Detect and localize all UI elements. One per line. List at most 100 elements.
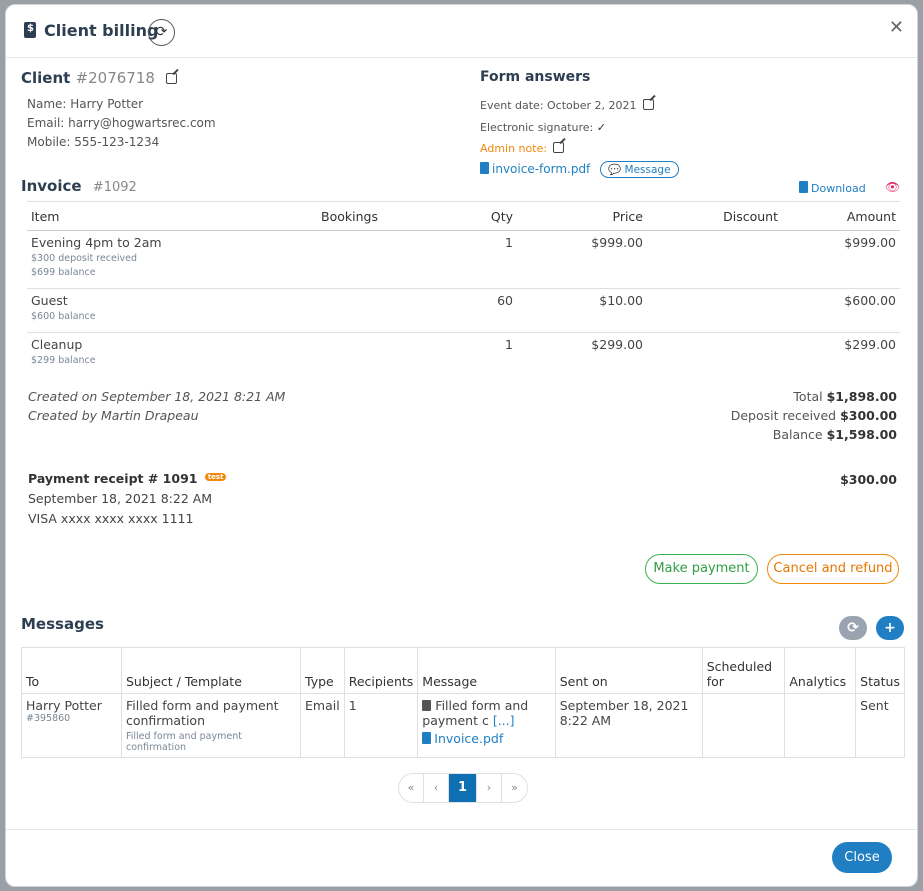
pdf-icon	[480, 162, 489, 174]
admin-note-label: Admin note:	[480, 142, 548, 155]
qty-cell: 1	[505, 337, 513, 352]
document-icon	[422, 700, 432, 711]
page-prev-button[interactable]: ‹	[424, 774, 449, 802]
download-pdf-icon	[799, 181, 808, 193]
bookings-cell	[317, 288, 437, 333]
message-button-label: Message	[624, 164, 671, 176]
discount-cell	[647, 288, 782, 333]
amount-cell: $299.00	[844, 337, 896, 352]
form-file-link[interactable]: invoice-form.pdf	[492, 162, 591, 176]
page-next-button[interactable]: ›	[477, 774, 502, 802]
deposit-value: $300.00	[840, 408, 897, 423]
page-first-button[interactable]: «	[399, 774, 424, 802]
test-badge: test	[204, 473, 227, 481]
item-note: $300 deposit received	[31, 253, 137, 264]
recipients-cell: 1	[343, 693, 419, 758]
close-icon[interactable]: ✕	[888, 17, 904, 38]
page-current-button[interactable]: 1	[449, 774, 477, 802]
download-link[interactable]: Download	[799, 181, 866, 195]
cancel-refund-button[interactable]: Cancel and refund	[767, 554, 899, 584]
table-row: Harry Potter #395860 Filled form and pay…	[21, 693, 905, 758]
item-cell: Cleanup $299 balance	[27, 333, 317, 377]
qty-cell: 1	[437, 230, 517, 289]
form-file-row: invoice-form.pdf 💬 Message	[480, 161, 679, 178]
col-price: Price	[517, 201, 647, 231]
refresh-messages-icon[interactable]: ⟳	[839, 616, 867, 640]
client-billing-modal: Client billing ⟳ ✕ Client #2076718 Name:…	[5, 4, 918, 887]
receipt-amount: $300.00	[840, 472, 897, 487]
col-qty: Qty	[437, 201, 517, 231]
item-note: $699 balance	[31, 267, 96, 278]
type-cell: Email	[300, 693, 345, 758]
signature-row: Electronic signature: ✓	[480, 121, 606, 134]
qty-cell: 60	[437, 288, 517, 333]
invoice-label: Invoice	[21, 177, 82, 195]
to-cell: Harry Potter #395860	[21, 693, 122, 758]
refresh-icon[interactable]: ⟳	[148, 19, 175, 46]
messages-heading: Messages	[21, 615, 104, 633]
message-preview: Filled form and payment c	[422, 698, 529, 728]
col-analytics: Analytics	[784, 647, 857, 694]
item-note: $299 balance	[31, 355, 96, 366]
invoice-header-row: Item Bookings Qty Price Discount Amount	[27, 201, 900, 231]
client-email: Email: harry@hogwartsrec.com	[27, 116, 216, 130]
col-amount: Amount	[782, 201, 900, 231]
item-cell: Guest $600 balance	[27, 288, 317, 333]
bookings-cell	[317, 230, 437, 289]
item-note: $600 balance	[31, 311, 96, 322]
event-date: Event date: October 2, 2021	[480, 99, 637, 112]
add-message-icon[interactable]: +	[876, 616, 904, 640]
price-cell: $999.00	[517, 230, 647, 289]
item-name: Guest	[31, 293, 68, 308]
page-last-button[interactable]: »	[511, 781, 518, 794]
col-to: To	[21, 647, 122, 694]
form-answers-heading: Form answers	[480, 69, 591, 85]
close-button[interactable]: Close	[832, 842, 892, 873]
scheduled-cell	[701, 693, 786, 758]
event-date-row: Event date: October 2, 2021	[480, 99, 654, 112]
balance-label: Balance	[772, 427, 823, 442]
pagination: « ‹ 1 › »	[398, 773, 528, 803]
preview-eye-icon[interactable]: 👁	[885, 180, 901, 194]
price-cell: $299.00	[591, 337, 643, 352]
col-message: Message	[417, 647, 556, 694]
table-row: Cleanup $299 balance 1 $299.00 $299.00	[27, 333, 900, 377]
invoice-table: Item Bookings Qty Price Discount Amount …	[27, 201, 900, 377]
col-sent: Sent on	[554, 647, 703, 694]
created-by: Created by Martin Drapeau	[28, 408, 199, 423]
table-row: Evening 4pm to 2am $300 deposit received…	[27, 230, 900, 289]
edit-client-icon[interactable]	[166, 73, 178, 84]
modal-footer	[6, 829, 917, 830]
check-icon: ✓	[596, 121, 606, 134]
col-recipients: Recipients	[343, 647, 419, 694]
item-name: Cleanup	[31, 337, 83, 352]
receipt-date: September 18, 2021 8:22 AM	[28, 491, 213, 506]
col-type: Type	[300, 647, 345, 694]
receipt-title-row: Payment receipt # 1091 test	[28, 471, 227, 486]
status-cell: Sent	[855, 693, 905, 758]
message-more-link[interactable]: [...]	[492, 713, 515, 728]
invoice-doc-icon	[24, 22, 36, 38]
message-button[interactable]: 💬 Message	[600, 161, 679, 178]
invoice-id: #1092	[92, 180, 137, 195]
table-row: Guest $600 balance 60 $10.00 $600.00	[27, 288, 900, 333]
messages-table: To Subject / Template Type Recipients Me…	[21, 647, 905, 758]
edit-event-date-icon[interactable]	[642, 99, 654, 110]
messages-header-row: To Subject / Template Type Recipients Me…	[21, 647, 905, 694]
attachment-link[interactable]: Invoice.pdf	[434, 731, 504, 746]
item-name: Evening 4pm to 2am	[31, 235, 162, 250]
item-cell: Evening 4pm to 2am $300 deposit received…	[27, 230, 317, 289]
recipient-name: Harry Potter	[26, 698, 102, 713]
col-bookings: Bookings	[317, 201, 437, 231]
discount-cell	[647, 333, 782, 377]
totals: Total $1,898.00 Deposit received $300.00…	[731, 389, 897, 442]
amount-cell: $999.00	[782, 230, 900, 289]
client-label: Client	[21, 69, 71, 87]
receipt-card: VISA xxxx xxxx xxxx 1111	[28, 511, 194, 526]
make-payment-button[interactable]: Make payment	[645, 554, 758, 584]
edit-admin-note-icon[interactable]	[553, 142, 565, 153]
total-value: $1,898.00	[826, 389, 897, 404]
modal-header: Client billing ⟳ ✕	[6, 5, 917, 58]
col-item: Item	[27, 201, 317, 231]
message-cell: Filled form and payment c [...] Invoice.…	[417, 693, 556, 758]
